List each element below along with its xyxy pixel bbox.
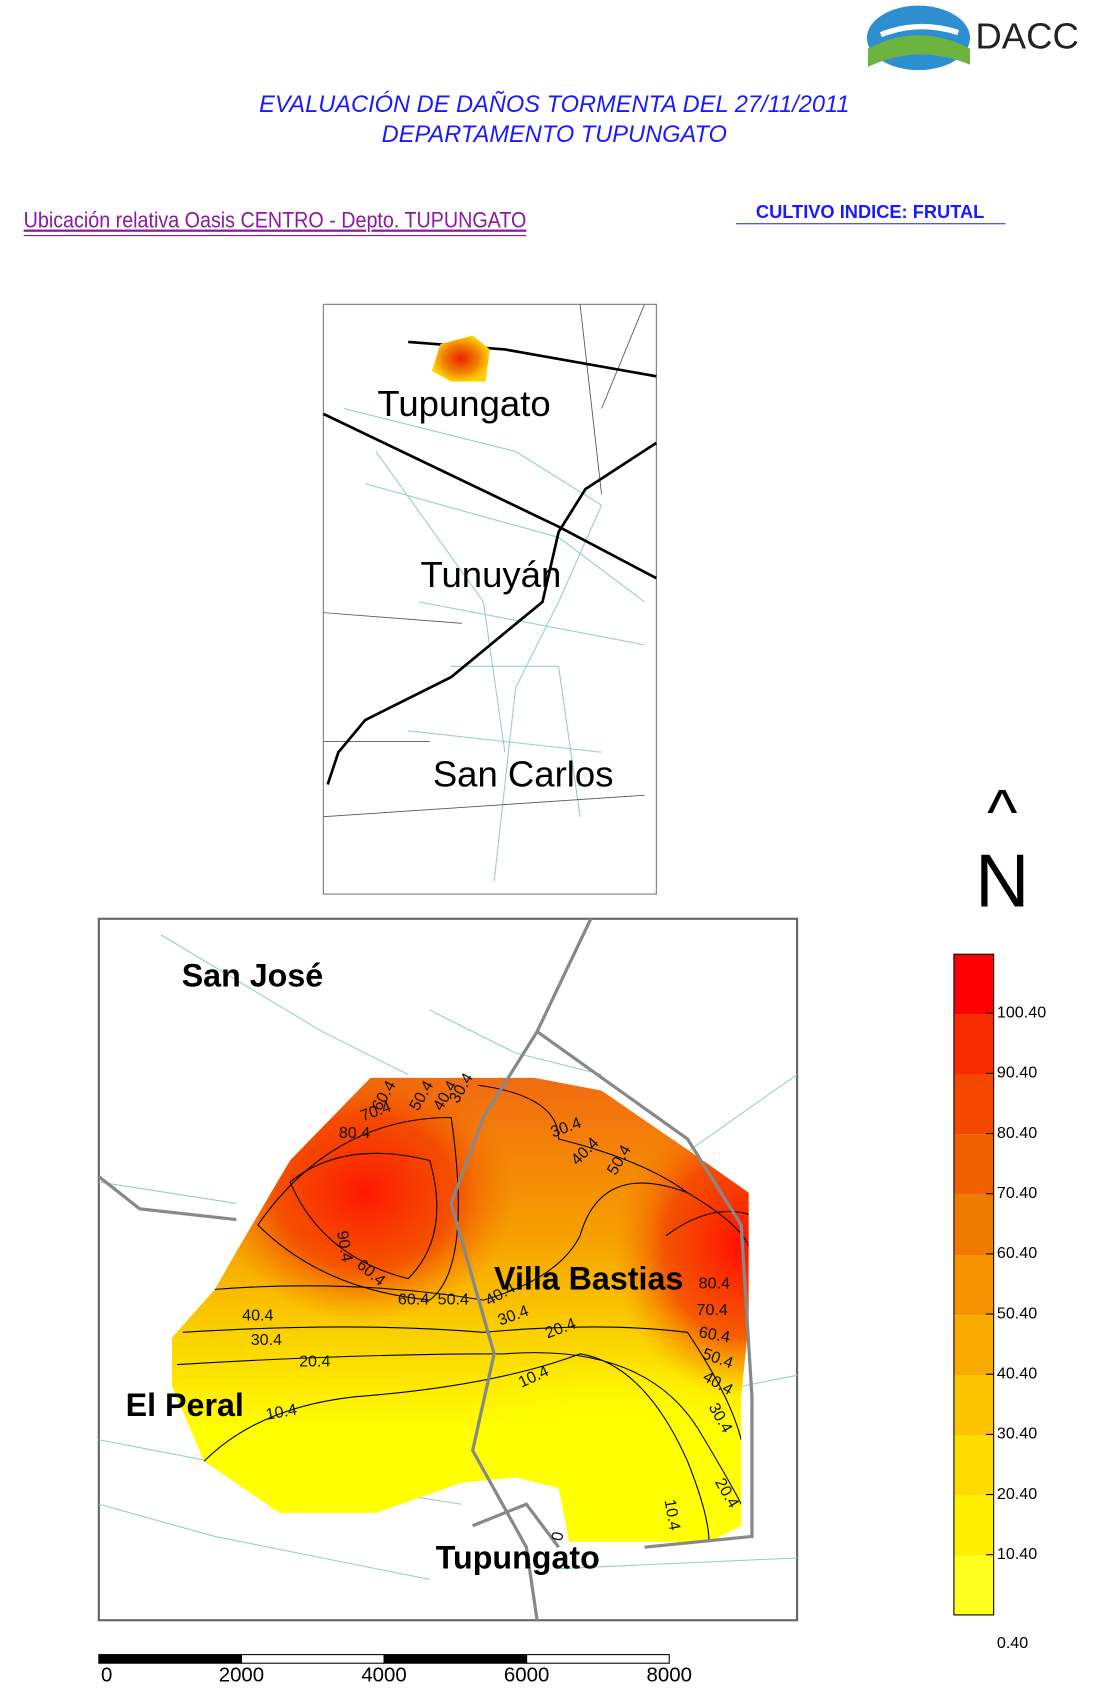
legend-swatch [953,1495,994,1556]
contour-label: 50.4 [438,1290,469,1308]
scale-segment [98,1654,242,1664]
legend-label: 80.40 [997,1124,1037,1142]
scale-segment [383,1654,528,1664]
logo-text: DACC [975,16,1078,57]
legend-swatch [953,1255,994,1316]
legend-label: 90.40 [997,1064,1037,1082]
contour-label: 40.4 [242,1306,273,1324]
north-letter: N [975,838,1029,922]
title: EVALUACIÓN DE DAÑOS TORMENTA DEL 27/11/2… [259,91,849,118]
contour-label: 20.4 [299,1353,330,1371]
main-map [97,917,799,1622]
legend-frame [953,953,995,1616]
heat-surface [171,1077,749,1542]
legend-swatch [953,1134,994,1195]
contour-label: 10.4 [661,1498,684,1532]
north-arrow: ^ [987,776,1017,848]
contour-label: 0 [548,1530,567,1542]
scale-segment [240,1654,385,1664]
legend-swatch [953,1194,994,1255]
crop-label: CULTIVO INDICE: FRUTAL [756,201,984,222]
scale-label: 4000 [361,1664,406,1685]
legend-swatch [953,1555,994,1616]
place-label: Tupungato [436,1540,600,1576]
scale-segment [526,1654,670,1664]
contour-label: 60.4 [697,1323,731,1346]
place-label: San Carlos [433,754,614,795]
legend-swatch [953,1435,994,1496]
place-label: Tunuyán [421,554,562,595]
scale-label: 8000 [647,1664,692,1685]
place-label: Villa Bastias [494,1260,683,1296]
logo: DACC [866,5,1079,71]
legend-label: 10.40 [997,1545,1037,1563]
legend-swatch [953,1375,994,1436]
title: DEPARTAMENTO TUPUNGATO [382,122,727,148]
legend-label: 60.40 [997,1244,1037,1262]
subtitle: Ubicación relativa Oasis CENTRO - Depto.… [24,208,527,233]
contour-label: 70.4 [697,1301,728,1319]
legend-label: 30.40 [997,1425,1037,1443]
legend-label: 20.40 [997,1485,1037,1503]
legend-swatch [953,1014,994,1075]
scale-bar: 0 2000 4000 6000 8000 [98,1654,692,1686]
scale-label: 0 [101,1664,112,1685]
contour-label: 10.4 [264,1401,298,1424]
legend-label: 50.40 [997,1304,1037,1322]
contour-label: 60.4 [398,1290,429,1308]
legend-swatch [953,1074,994,1135]
contour-label: 80.4 [339,1124,370,1142]
legend-swatch [953,1315,994,1376]
scale-label: 6000 [504,1664,549,1685]
legend-swatch [953,954,994,1015]
place-label: Tupungato [377,383,550,424]
inset-map [322,303,658,895]
contour-label: 90.4 [333,1229,356,1263]
contour-label: 80.4 [699,1274,730,1292]
legend-label: 0.40 [997,1634,1028,1652]
contour-label: 30.4 [251,1331,282,1349]
damage-area [431,335,490,382]
legend-label: 70.40 [997,1184,1037,1202]
legend-label: 100.40 [997,1004,1046,1022]
scale-label: 2000 [219,1664,264,1685]
place-label: San José [182,957,323,993]
place-label: El Peral [126,1387,244,1423]
legend-label: 40.40 [997,1364,1037,1382]
legend: 100.40 90.40 80.40 70.40 60.40 50.40 40.40 30.4… [953,953,1046,1652]
